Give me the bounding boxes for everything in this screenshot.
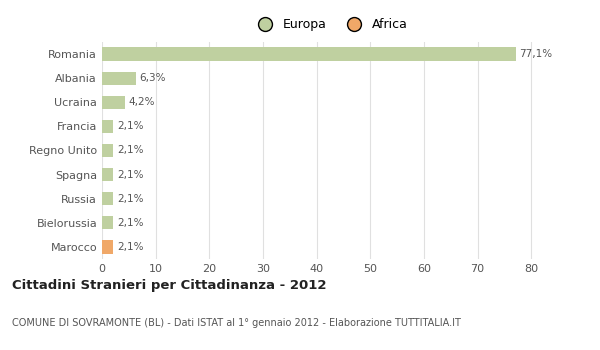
- Bar: [102, 96, 125, 109]
- Text: 4,2%: 4,2%: [128, 97, 155, 107]
- Text: 2,1%: 2,1%: [117, 146, 143, 155]
- Text: 2,1%: 2,1%: [117, 242, 143, 252]
- Legend: Europa, Africa: Europa, Africa: [253, 19, 407, 32]
- Bar: [102, 144, 113, 157]
- Bar: [102, 216, 113, 230]
- Text: Cittadini Stranieri per Cittadinanza - 2012: Cittadini Stranieri per Cittadinanza - 2…: [12, 279, 326, 292]
- Bar: [102, 48, 515, 61]
- Text: 77,1%: 77,1%: [520, 49, 553, 59]
- Text: 2,1%: 2,1%: [117, 218, 143, 228]
- Text: 6,3%: 6,3%: [140, 73, 166, 83]
- Text: 2,1%: 2,1%: [117, 121, 143, 131]
- Bar: [102, 168, 113, 181]
- Text: 2,1%: 2,1%: [117, 170, 143, 180]
- Text: 2,1%: 2,1%: [117, 194, 143, 204]
- Bar: [102, 71, 136, 85]
- Text: COMUNE DI SOVRAMONTE (BL) - Dati ISTAT al 1° gennaio 2012 - Elaborazione TUTTITA: COMUNE DI SOVRAMONTE (BL) - Dati ISTAT a…: [12, 317, 461, 328]
- Bar: [102, 240, 113, 253]
- Bar: [102, 120, 113, 133]
- Bar: [102, 192, 113, 205]
